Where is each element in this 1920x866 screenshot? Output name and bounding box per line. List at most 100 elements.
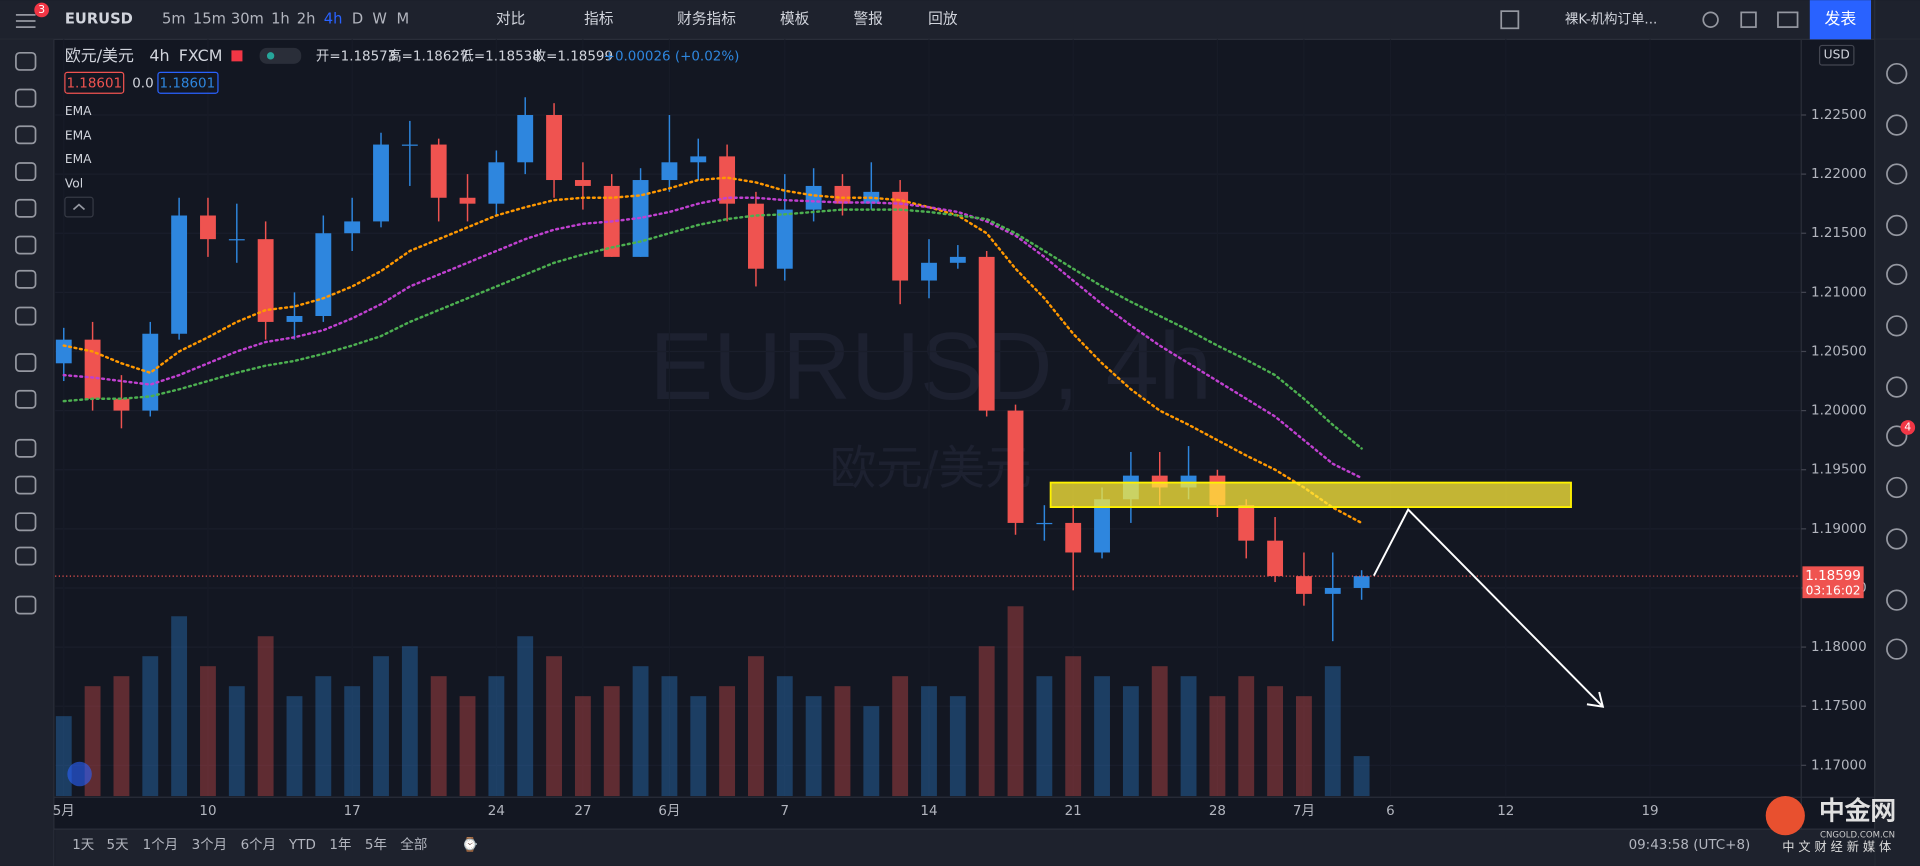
date-range-icon[interactable]: ⌚ <box>462 836 479 853</box>
interval-button[interactable]: D <box>352 11 363 28</box>
volume-bar <box>921 686 937 797</box>
currency-box[interactable] <box>1818 44 1855 66</box>
indicator-label[interactable]: EMA <box>65 129 92 143</box>
volume-bar <box>373 656 389 797</box>
drawing-tool[interactable] <box>15 51 37 71</box>
drawing-tool[interactable] <box>15 88 37 108</box>
tv-logo[interactable] <box>67 761 92 787</box>
ema-line <box>62 208 1363 450</box>
indicator-label[interactable]: Vol <box>65 176 83 190</box>
drawing-tool[interactable] <box>15 269 37 289</box>
legend-interval: 4h <box>149 46 169 65</box>
volume-bar <box>257 636 274 797</box>
x-tick-label: 17 <box>344 804 361 819</box>
drawing-tool[interactable] <box>15 595 37 615</box>
candle-body <box>776 209 793 269</box>
tool-button[interactable]: 对比 <box>496 11 525 28</box>
flag-icon[interactable] <box>231 50 243 62</box>
x-tick-label: 6月 <box>658 804 680 819</box>
range-button[interactable]: 1年 <box>329 837 351 853</box>
interval-button[interactable]: 2h <box>297 11 316 28</box>
sidebar-icon[interactable] <box>1886 376 1908 398</box>
range-button[interactable]: 1个月 <box>143 837 178 853</box>
range-button[interactable]: 1天 <box>72 838 94 853</box>
drawing-tool[interactable] <box>15 198 37 218</box>
drawing-tool[interactable] <box>15 162 37 181</box>
sidebar-icon[interactable] <box>1886 528 1908 550</box>
volume-bar <box>546 656 562 797</box>
drawing-tool[interactable] <box>15 475 37 495</box>
drawing-tool[interactable] <box>15 389 37 409</box>
sidebar-icon[interactable] <box>1886 163 1908 185</box>
interval-button[interactable]: 30m <box>231 11 264 28</box>
projection-arrow[interactable] <box>1373 507 1603 707</box>
highlight-zone[interactable] <box>1049 481 1572 509</box>
arrow-head <box>1586 691 1605 708</box>
tool-button[interactable]: 财务指标 <box>677 11 736 28</box>
candle-body <box>1036 522 1053 525</box>
tool-button[interactable]: 模板 <box>780 10 810 28</box>
interval-button[interactable]: 4h <box>324 11 343 28</box>
layout-icon[interactable] <box>1500 10 1520 30</box>
tool-button[interactable]: 指标 <box>584 11 614 28</box>
candle-body <box>257 239 274 322</box>
publish-button[interactable] <box>1809 0 1872 40</box>
sidebar-icon[interactable] <box>1886 315 1908 337</box>
drawing-tool[interactable] <box>15 512 37 532</box>
volume-bar <box>142 656 159 797</box>
volume-bar <box>430 676 447 797</box>
range-button[interactable]: 5年 <box>365 837 387 853</box>
sidebar-icon[interactable] <box>1886 114 1908 136</box>
indicator-label[interactable]: EMA <box>65 152 92 166</box>
snapshot-icon[interactable] <box>1777 11 1799 28</box>
candle-body <box>1065 522 1082 553</box>
volume-bar <box>748 656 764 797</box>
brand-sub: CNGOLD.COM.CN <box>1820 831 1895 841</box>
range-button[interactable]: 5天 <box>107 838 129 853</box>
sidebar-icon[interactable] <box>1886 425 1908 447</box>
candle-body <box>488 162 505 204</box>
range-button[interactable]: 全部 <box>400 836 427 853</box>
sidebar-icon[interactable] <box>1886 589 1908 611</box>
drawing-tool[interactable] <box>15 306 37 326</box>
status-toggle[interactable] <box>259 47 302 64</box>
interval-button[interactable]: 1h <box>271 11 290 28</box>
settings-icon[interactable] <box>1702 11 1719 28</box>
sidebar-icon[interactable] <box>1886 62 1908 85</box>
tool-button[interactable]: 回放 <box>928 11 958 28</box>
sidebar-icon[interactable] <box>1886 263 1908 286</box>
fullscreen-icon[interactable] <box>1740 11 1757 28</box>
candle-body <box>546 115 562 181</box>
menu-button[interactable] <box>15 2 49 28</box>
collapse-button[interactable] <box>64 196 94 218</box>
sidebar-icon[interactable] <box>1886 638 1908 660</box>
interval-button[interactable]: M <box>397 11 410 28</box>
volume-bar <box>517 636 534 797</box>
sidebar-icon[interactable] <box>1886 476 1908 499</box>
ask: 1.18601 <box>160 76 216 91</box>
range-button[interactable]: 6个月 <box>241 837 276 853</box>
sell-box[interactable] <box>64 71 125 94</box>
tool-button[interactable]: 警报 <box>853 11 883 28</box>
drawing-tool[interactable] <box>15 235 37 255</box>
candle-body <box>719 156 736 204</box>
drawing-tool[interactable] <box>15 438 37 458</box>
y-tick-label: 1.19500 <box>1811 463 1867 478</box>
drawing-tool[interactable] <box>15 353 37 373</box>
range-button[interactable]: 3个月 <box>192 837 227 853</box>
drawing-tool[interactable] <box>15 546 37 566</box>
layout-name[interactable]: 裸K-机构订单... <box>1565 12 1657 28</box>
interval-button[interactable]: 5m <box>162 11 186 28</box>
interval-button[interactable]: W <box>372 11 387 28</box>
plot-area <box>55 39 1800 797</box>
volume-bar <box>1036 676 1053 797</box>
drawing-tool[interactable] <box>15 125 37 145</box>
buy-box[interactable] <box>157 71 219 94</box>
sidebar-icon[interactable] <box>1886 214 1908 237</box>
indicator-label[interactable]: EMA <box>65 104 92 118</box>
volume-bar <box>834 686 851 797</box>
volume-bar <box>200 666 216 797</box>
range-button[interactable]: YTD <box>288 838 316 853</box>
interval-button[interactable]: 15m <box>193 11 226 28</box>
symbol[interactable]: EURUSD <box>65 11 133 28</box>
